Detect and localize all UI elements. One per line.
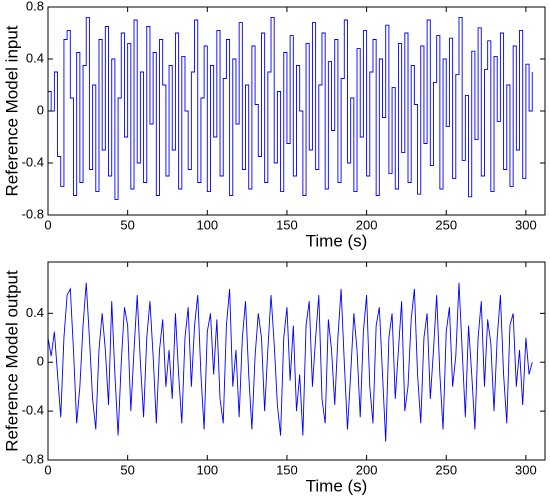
y-tick-label: 0 [37, 102, 44, 117]
x-tick-label: 300 [515, 217, 537, 232]
plot-frame [47, 261, 546, 461]
y-tick-label: 0.4 [26, 305, 44, 320]
x-tick-label: 200 [356, 217, 378, 232]
x-tick-label: 100 [196, 217, 218, 232]
data-line [48, 282, 533, 442]
y-axis-label: Reference Model output [2, 270, 21, 452]
y-tick-label: -0.4 [22, 403, 44, 418]
x-tick-label: 0 [44, 217, 51, 232]
x-tick-label: 250 [435, 462, 457, 477]
x-tick-label: 100 [196, 462, 218, 477]
y-tick-label: -0.8 [22, 451, 44, 466]
y-tick-label: 0.4 [26, 50, 44, 65]
y-tick-label: 0 [37, 354, 44, 369]
y-axis-label: Reference Model input [2, 25, 21, 196]
y-tick-label: 0.8 [26, 0, 44, 13]
x-tick-label: 150 [276, 462, 298, 477]
x-tick-label: 200 [356, 462, 378, 477]
x-tick-label: 50 [120, 462, 134, 477]
data-line [48, 16, 533, 200]
x-tick-label: 0 [44, 462, 51, 477]
y-tick-label: -0.4 [22, 154, 44, 169]
x-axis-label: Time (s) [306, 476, 368, 495]
x-tick-label: 300 [515, 462, 537, 477]
x-tick-label: 150 [276, 217, 298, 232]
x-tick-label: 50 [120, 217, 134, 232]
x-tick-label: 250 [435, 217, 457, 232]
x-axis-label: Time (s) [306, 231, 368, 250]
y-tick-label: -0.8 [22, 206, 44, 221]
